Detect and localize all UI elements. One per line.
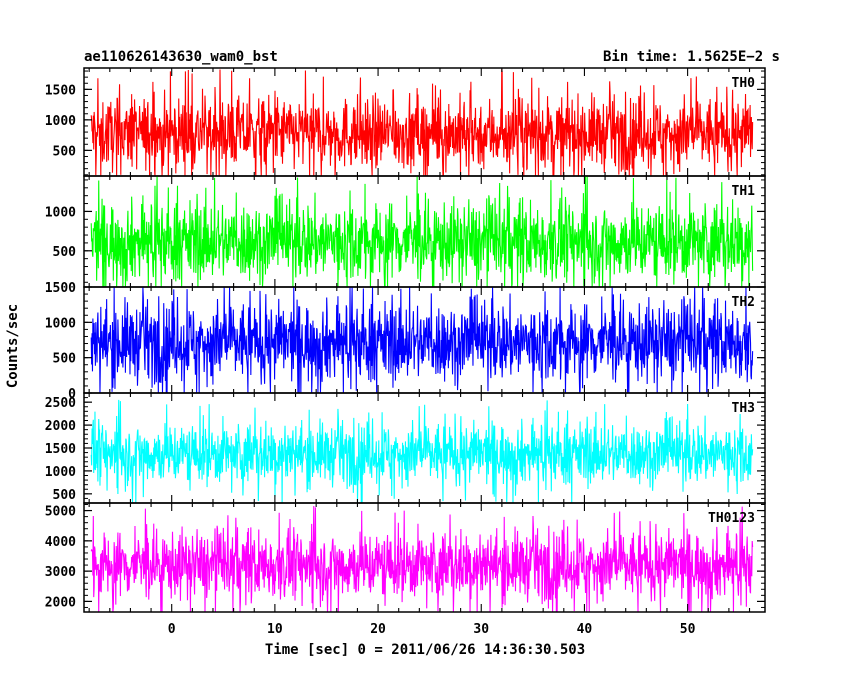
panel-label: TH0123 — [708, 511, 755, 526]
y-tick-label: 4000 — [45, 535, 76, 550]
y-tick-label: 3000 — [45, 565, 76, 580]
y-tick-label: 500 — [53, 144, 77, 159]
panel-th3: 500 1000 1500 2000 2500 TH3 — [45, 392, 766, 504]
y-tick-label: 2500 — [45, 396, 76, 411]
y-tick-label: 1000 — [45, 205, 76, 220]
y-tick-label: 5000 — [45, 505, 76, 520]
x-tick-label: 40 — [577, 622, 593, 637]
panel-label: TH2 — [732, 295, 755, 310]
y-tick-label: 2000 — [45, 595, 76, 610]
series-line-th0 — [90, 69, 754, 176]
chart-title: ae110626143630_wam0_bst — [84, 49, 278, 65]
y-tick-label: 500 — [53, 245, 77, 260]
panel-frame — [83, 502, 766, 613]
x-axis-label: Time [sec] 0 = 2011/06/26 14:36:30.503 — [265, 642, 585, 658]
panel-th1: 500 1000 TH1 — [45, 175, 766, 288]
series-line-th1 — [90, 176, 754, 287]
x-tick-label: 0 — [168, 622, 176, 637]
y-tick-label: 1500 — [45, 442, 76, 457]
y-tick-label: 1000 — [45, 465, 76, 480]
x-tick-label: 50 — [680, 622, 696, 637]
panel-th0123: 2000 3000 4000 5000 TH0123 — [45, 502, 766, 613]
y-tick-label: 1500 — [45, 281, 76, 296]
y-axis-label: Counts/sec — [5, 304, 21, 388]
series-line-th2 — [90, 287, 754, 393]
y-tick-label: 500 — [53, 488, 77, 503]
panel-th0: 500 1000 1500 TH0 — [45, 67, 766, 177]
x-tick-label: 10 — [267, 622, 283, 637]
x-tick-label: 30 — [473, 622, 489, 637]
y-tick-label: 2000 — [45, 419, 76, 434]
x-tick-label: 20 — [370, 622, 386, 637]
panel-th2: 0 500 1000 1500 TH2 — [45, 281, 766, 402]
series-line-th0123 — [90, 506, 754, 612]
bin-time-label: Bin time: 1.5625E−2 s — [603, 49, 780, 65]
y-tick-label: 1500 — [45, 83, 76, 98]
panel-label: TH3 — [732, 401, 755, 416]
panel-label: TH0 — [732, 76, 756, 91]
y-tick-label: 1000 — [45, 316, 76, 331]
panel-label: TH1 — [732, 184, 756, 199]
series-line-th3 — [90, 399, 754, 503]
y-tick-label: 0 — [68, 387, 76, 402]
y-tick-label: 500 — [53, 352, 77, 367]
y-tick-label: 1000 — [45, 114, 76, 129]
